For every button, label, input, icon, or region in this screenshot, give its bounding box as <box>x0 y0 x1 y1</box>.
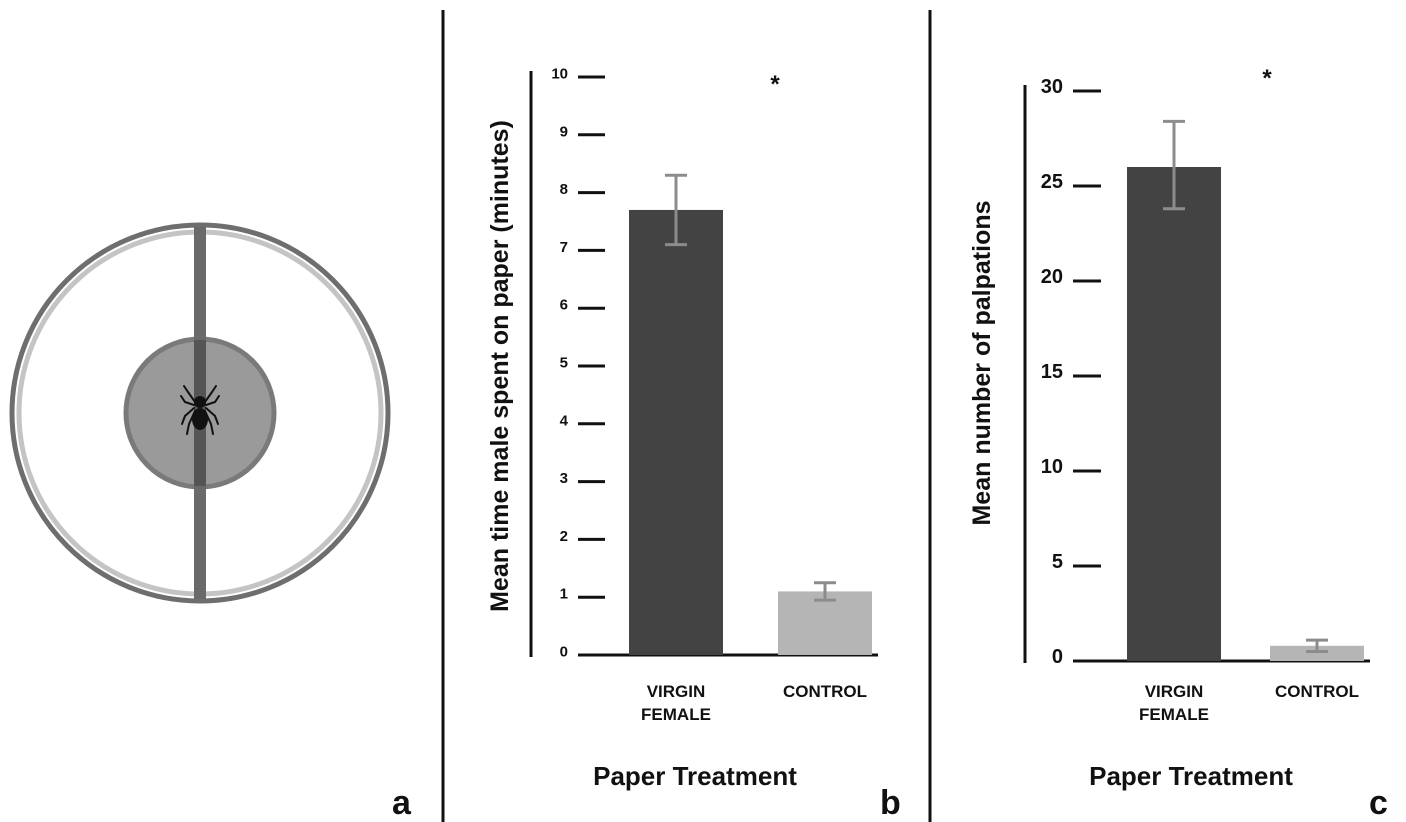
y-tick-label: 1 <box>560 586 568 603</box>
x-category-label: FEMALE <box>641 705 711 724</box>
spider-icon <box>180 385 220 435</box>
panel-label-b: b <box>880 784 901 822</box>
y-tick-label: 10 <box>551 66 568 83</box>
x-category-label: VIRGIN <box>647 682 706 701</box>
y-tick-label: 30 <box>1041 76 1063 98</box>
y-tick-label: 5 <box>1052 551 1063 573</box>
y-tick-label: 0 <box>560 644 568 661</box>
y-tick-label: 6 <box>560 297 568 314</box>
bar <box>778 591 872 655</box>
arena-diagram <box>9 222 391 604</box>
y-tick-label: 25 <box>1041 171 1063 193</box>
bar <box>1127 167 1221 661</box>
x-category-label: FEMALE <box>1139 705 1209 724</box>
y-tick-label: 5 <box>560 355 568 372</box>
significance-marker: * <box>770 71 780 98</box>
y-tick-label: 20 <box>1041 266 1063 288</box>
y-tick-label: 4 <box>560 412 569 429</box>
x-axis-title: Paper Treatment <box>593 761 797 791</box>
y-tick-label: 7 <box>560 239 568 256</box>
bar <box>1270 645 1364 661</box>
x-category-label: CONTROL <box>783 682 867 701</box>
y-tick-label: 10 <box>1041 456 1063 478</box>
y-tick-label: 9 <box>560 123 568 140</box>
y-tick-label: 0 <box>1052 646 1063 668</box>
panel-label-a: a <box>392 784 412 822</box>
chart-panel-c: 0 5 10 15 20 25 30 VIRGIN FEMALE CONTROL * Paper Tr… <box>968 65 1370 791</box>
panel-label-c: c <box>1369 784 1388 822</box>
y-tick-label: 8 <box>560 181 568 198</box>
x-axis-title: Paper Treatment <box>1089 761 1293 791</box>
y-tick-label: 3 <box>560 470 568 487</box>
x-category-label: VIRGIN <box>1145 682 1204 701</box>
chart-panel-b: 0 1 2 3 4 5 6 7 8 9 10 VIRGIN FEMALE CONTROL * Paper Tr… <box>486 66 878 791</box>
y-axis-title: Mean time male spent on paper (minutes) <box>486 120 514 612</box>
y-tick-label: 2 <box>560 528 568 545</box>
x-category-label: CONTROL <box>1275 682 1359 701</box>
significance-marker: * <box>1262 65 1272 92</box>
y-axis-title: Mean number of palpations <box>968 200 996 525</box>
y-tick-label: 15 <box>1041 361 1063 383</box>
bar <box>629 209 723 655</box>
